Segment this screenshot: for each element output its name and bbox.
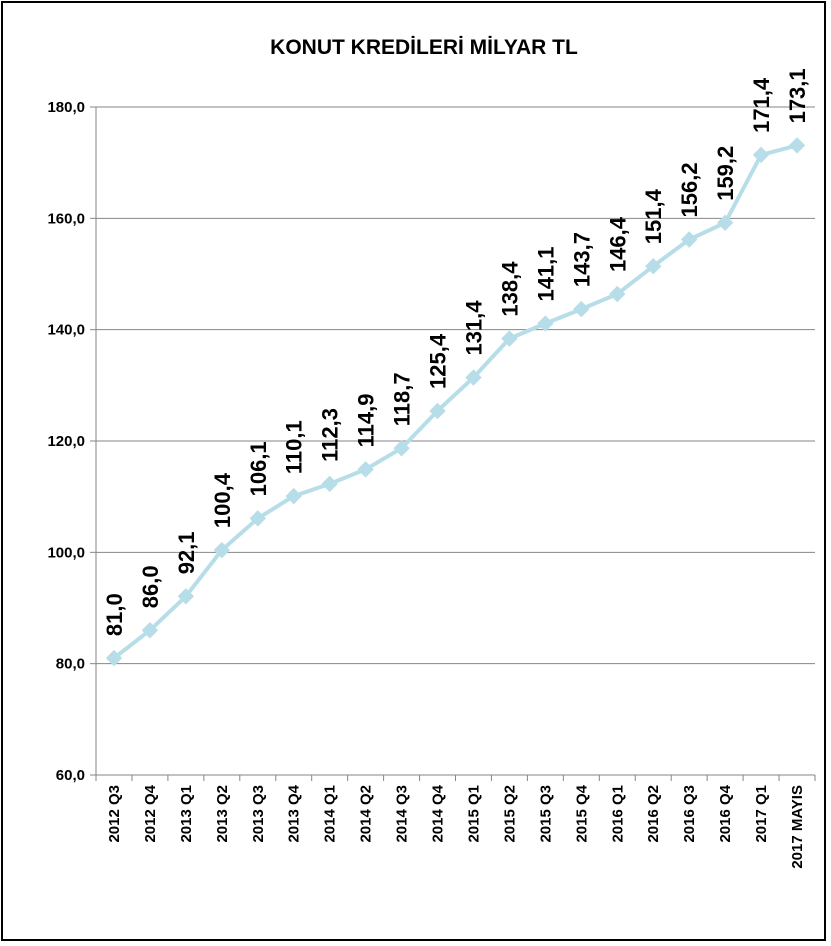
data-point	[321, 475, 338, 493]
data-label: 92,1	[174, 531, 199, 574]
data-point	[645, 257, 662, 275]
data-label: 106,1	[246, 441, 271, 496]
x-tick-label: 2015 Q1	[465, 785, 482, 843]
y-tick-label: 160,0	[47, 210, 85, 227]
data-point	[213, 541, 231, 559]
data-point	[249, 510, 266, 527]
x-tick-label: 2013 Q4	[286, 784, 303, 842]
data-point	[752, 146, 770, 164]
x-tick-label: 2017 Q1	[753, 785, 770, 843]
x-tick-label: 2012 Q3	[106, 785, 123, 843]
x-tick-label: 2013 Q2	[214, 785, 231, 843]
x-tick-label: 2014 Q1	[322, 785, 339, 843]
data-label: 131,4	[461, 300, 486, 356]
x-tick-label: 2016 Q4	[717, 784, 734, 842]
y-tick-label: 60,0	[56, 767, 85, 784]
data-point	[501, 330, 518, 347]
x-tick-label: 2015 Q3	[537, 785, 554, 843]
y-tick-label: 140,0	[47, 322, 85, 339]
data-point	[680, 231, 698, 248]
data-point	[716, 214, 734, 231]
x-tick-label: 2014 Q4	[430, 784, 447, 842]
data-label: 146,4	[605, 216, 630, 272]
data-point	[609, 285, 626, 303]
x-axis-ticks: 2012 Q3 2012 Q4 2013 Q1 2013 Q2 2013 Q3 2013 …	[106, 784, 806, 868]
series	[105, 137, 806, 667]
data-label: 141,1	[533, 246, 558, 301]
data-label: 156,2	[677, 162, 702, 217]
data-point	[285, 487, 302, 505]
data-label: 118,7	[390, 372, 415, 426]
data-point	[573, 300, 590, 318]
data-label: 138,4	[497, 261, 522, 317]
data-point	[141, 622, 159, 639]
gridlines	[96, 106, 815, 665]
data-label: 110,1	[282, 420, 307, 474]
axes	[90, 106, 816, 781]
data-point	[393, 440, 410, 457]
data-point	[465, 369, 482, 386]
series-line	[112, 143, 798, 660]
x-tick-label: 2016 Q2	[645, 785, 662, 843]
data-point	[429, 402, 446, 420]
data-label: 112,3	[318, 408, 343, 462]
x-tick-label: 2012 Q4	[142, 784, 159, 842]
x-tick-label: 2016 Q1	[609, 785, 626, 843]
x-tick-label: 2016 Q3	[681, 785, 698, 843]
data-point	[177, 588, 195, 605]
x-tick-label: 2015 Q2	[501, 785, 518, 843]
chart-title: KONUT KREDİLERİ MİLYAR TL	[270, 36, 578, 59]
data-point	[788, 137, 806, 154]
y-tick-label: 180,0	[47, 99, 85, 116]
y-tick-label: 80,0	[56, 656, 85, 673]
data-label: 151,4	[641, 188, 666, 244]
data-point	[537, 315, 554, 332]
x-tick-label: 2013 Q1	[178, 785, 195, 843]
data-label: 100,4	[210, 472, 235, 528]
x-tick-label: 2015 Q4	[573, 784, 590, 842]
data-label: 171,4	[749, 77, 774, 133]
x-tick-label: 2014 Q3	[394, 785, 411, 843]
data-point	[105, 649, 123, 667]
x-tick-label: 2017 MAYIS	[789, 785, 806, 869]
data-label: 159,2	[713, 146, 738, 201]
data-label: 125,4	[426, 333, 451, 389]
data-label: 86,0	[138, 565, 163, 608]
data-labels: 81,0 86,0 92,1 100,4 106,1 110,1 112,3 114,9 118…	[102, 68, 810, 636]
data-point	[357, 461, 374, 478]
data-label: 114,9	[354, 394, 379, 448]
y-tick-label: 120,0	[47, 433, 85, 450]
data-label: 143,7	[569, 232, 594, 287]
y-axis-ticks: 60,0 80,0 100,0 120,0 140,0 160,0 180,0	[47, 99, 85, 784]
x-tick-label: 2013 Q3	[250, 785, 267, 843]
data-label: 173,1	[785, 68, 810, 123]
y-tick-label: 100,0	[47, 544, 85, 561]
data-label: 81,0	[102, 593, 127, 636]
x-tick-label: 2014 Q2	[358, 785, 375, 843]
